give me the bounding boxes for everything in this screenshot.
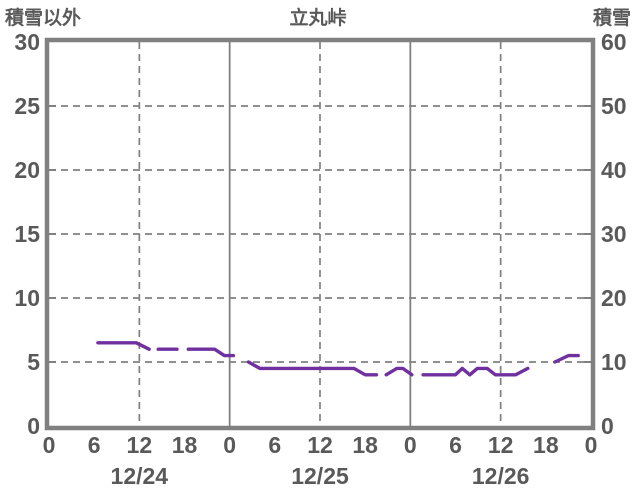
x-date-label: 12/25 bbox=[291, 463, 349, 489]
x-hour-tick-label: 12 bbox=[307, 432, 333, 458]
y-right-tick-label: 0 bbox=[601, 413, 614, 439]
y-left-tick-label: 30 bbox=[14, 29, 40, 55]
x-hour-tick-label: 0 bbox=[42, 432, 56, 458]
y-left-tick-label: 20 bbox=[14, 157, 40, 183]
x-hour-tick-label: 6 bbox=[87, 432, 101, 458]
y-right-tick-label: 60 bbox=[601, 29, 627, 55]
x-hour-tick-label: 18 bbox=[352, 432, 378, 458]
data-line-segment bbox=[246, 360, 379, 377]
axis-right-title: 積雪 bbox=[592, 8, 631, 29]
x-hour-tick-label: 6 bbox=[449, 432, 462, 458]
y-left-tick-label: 15 bbox=[14, 221, 40, 247]
data-line-segment bbox=[421, 366, 530, 377]
y-right-tick-label: 20 bbox=[601, 285, 627, 311]
x-hour-tick-label: 12 bbox=[487, 432, 514, 458]
data-line-segment bbox=[553, 353, 580, 364]
data-line-segment bbox=[384, 366, 414, 377]
x-hour-tick-label: 18 bbox=[533, 432, 559, 458]
y-left-tick-label: 10 bbox=[14, 285, 40, 311]
y-right-tick-label: 30 bbox=[601, 221, 627, 247]
y-left-tick-label: 5 bbox=[27, 349, 40, 375]
x-hour-tick-label: 12 bbox=[126, 432, 153, 458]
chart-title: 立丸峠 bbox=[289, 8, 347, 29]
x-hour-tick-label: 6 bbox=[268, 432, 282, 458]
y-right-tick-label: 40 bbox=[601, 157, 627, 183]
x-hour-tick-label: 18 bbox=[171, 432, 198, 458]
y-left-tick-label: 0 bbox=[27, 413, 40, 439]
data-line-segment bbox=[96, 341, 151, 351]
y-right-tick-label: 10 bbox=[601, 349, 627, 375]
plot-border bbox=[44, 37, 596, 431]
y-left-tick-label: 25 bbox=[14, 93, 40, 119]
x-date-label: 12/24 bbox=[110, 463, 169, 489]
x-date-label: 12/26 bbox=[471, 463, 530, 489]
x-hour-tick-label: 0 bbox=[223, 432, 237, 458]
x-hour-tick-label: 0 bbox=[584, 432, 598, 458]
y-right-tick-label: 50 bbox=[601, 93, 627, 119]
x-hour-tick-label: 0 bbox=[403, 432, 417, 458]
axis-left-title: 積雪以外 bbox=[5, 8, 82, 29]
data-line-segment bbox=[186, 347, 236, 358]
